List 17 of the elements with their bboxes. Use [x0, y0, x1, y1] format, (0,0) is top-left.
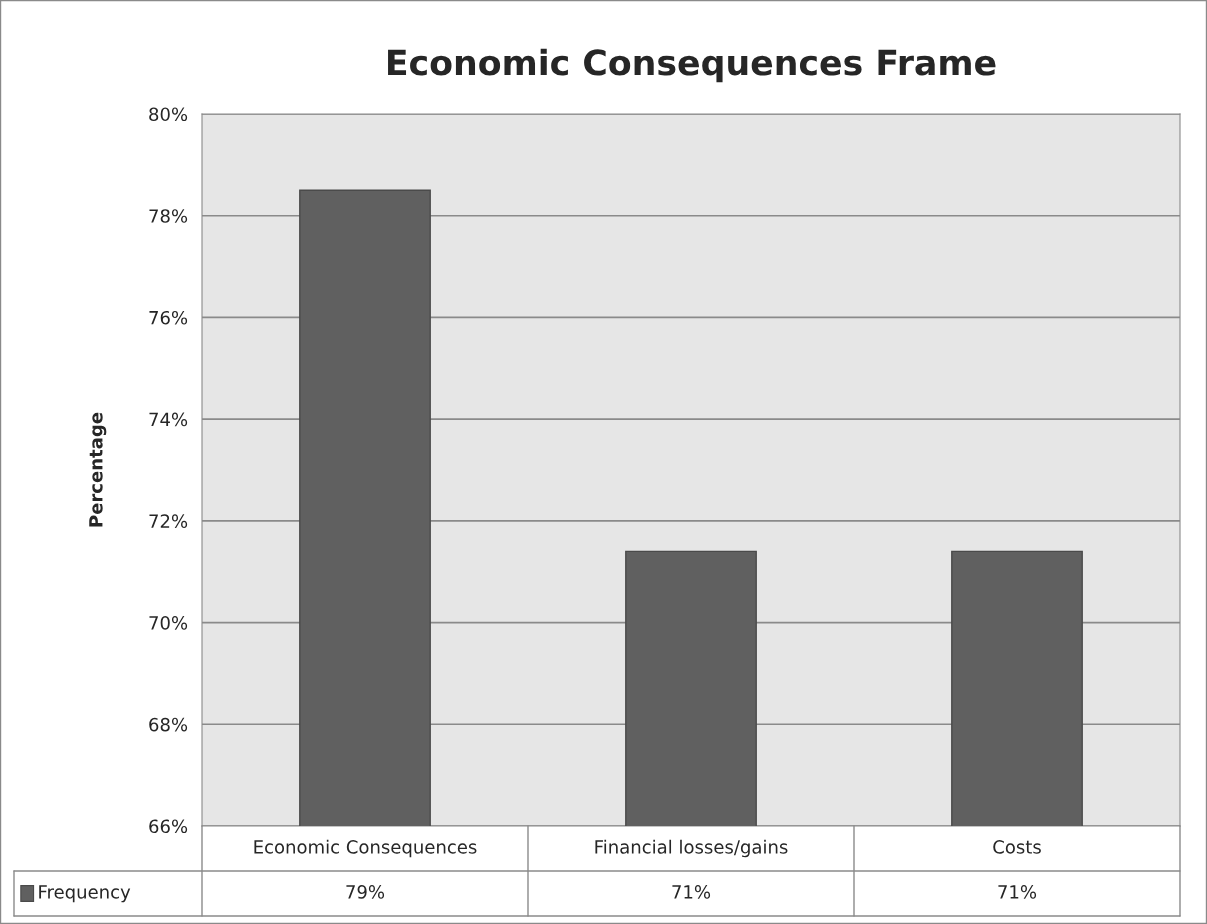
- y-tick-label: 72%: [149, 514, 188, 528]
- legend-label: Frequency: [39, 885, 131, 903]
- x-tick-label: Economic Consequences: [254, 839, 477, 858]
- y-axis-title: Percentage: [89, 412, 107, 527]
- y-tick-label: 76%: [149, 310, 188, 325]
- y-tick-label: 68%: [149, 717, 188, 732]
- y-tick-label: 66%: [149, 819, 188, 834]
- y-tick-label: 74%: [149, 412, 188, 427]
- y-tick-label: 80%: [149, 107, 188, 122]
- data-label: 79%: [346, 885, 385, 899]
- y-tick-label: 70%: [149, 616, 188, 630]
- y-tick-label: 78%: [149, 209, 188, 223]
- x-tick-label: Costs: [993, 840, 1041, 854]
- x-tick-label: Financial losses/gains: [595, 839, 788, 858]
- data-label: 71%: [998, 885, 1037, 899]
- chart-title: Economic Consequences Frame: [388, 48, 996, 83]
- data-label: 71%: [672, 885, 711, 899]
